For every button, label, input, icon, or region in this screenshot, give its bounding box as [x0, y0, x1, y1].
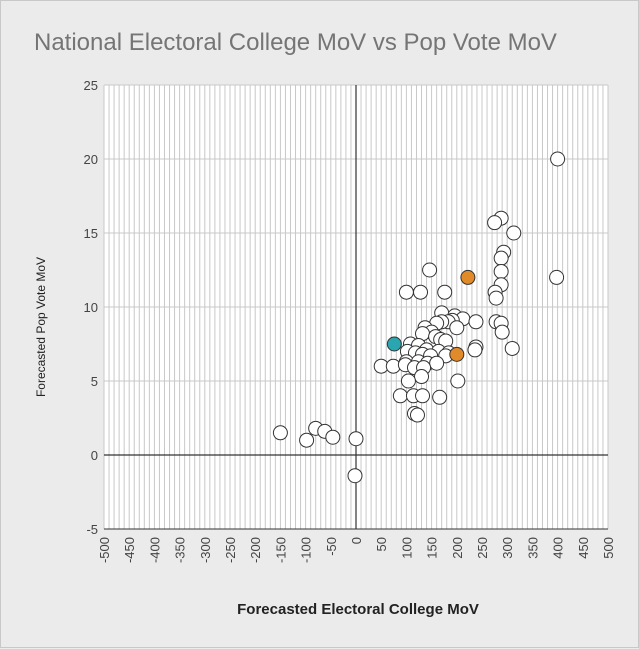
- data-point-highlight-teal: [386, 336, 402, 352]
- x-tick-label: 150: [425, 537, 440, 559]
- data-point-simulations: [413, 284, 429, 300]
- data-point-simulations: [437, 284, 453, 300]
- x-tick-label: -250: [223, 537, 238, 563]
- y-tick-label: 10: [84, 300, 98, 315]
- y-tick-label: -5: [86, 522, 98, 537]
- y-tick-label: 0: [91, 448, 98, 463]
- data-point-simulations: [414, 369, 430, 385]
- data-point-simulations: [487, 215, 503, 231]
- x-tick-label: 100: [399, 537, 414, 559]
- x-tick-label: 300: [500, 537, 515, 559]
- data-point-simulations: [347, 468, 363, 484]
- data-point-simulations: [409, 407, 425, 423]
- data-points: [272, 151, 566, 484]
- data-point-simulations: [429, 355, 445, 371]
- data-point-simulations: [449, 320, 465, 336]
- x-tick-label: -100: [299, 537, 314, 563]
- x-tick-label: 0: [349, 537, 364, 544]
- x-tick-label: -450: [122, 537, 137, 563]
- y-axis-label: Forecasted Pop Vote MoV: [34, 257, 48, 397]
- data-point-simulations: [506, 225, 522, 241]
- y-tick-label: 20: [84, 152, 98, 167]
- x-tick-label: -300: [198, 537, 213, 563]
- data-point-simulations: [400, 373, 416, 389]
- y-tick-label: 5: [91, 374, 98, 389]
- data-point-simulations: [494, 324, 510, 340]
- data-point-simulations: [493, 263, 509, 279]
- x-tick-label: -150: [273, 537, 288, 563]
- data-point-simulations: [415, 388, 431, 404]
- y-tick-label: 25: [84, 78, 98, 93]
- x-tick-label: -500: [97, 537, 112, 563]
- data-point-simulations: [549, 269, 565, 285]
- data-point-simulations: [504, 340, 520, 356]
- x-tick-label: 50: [374, 537, 389, 551]
- data-point-simulations: [392, 388, 408, 404]
- data-point-simulations: [299, 432, 315, 448]
- y-tick-label: 15: [84, 226, 98, 241]
- data-point-simulations: [432, 389, 448, 405]
- x-tick-label: -50: [324, 537, 339, 556]
- data-point-simulations: [467, 342, 483, 358]
- data-point-simulations: [450, 373, 466, 389]
- axes: [104, 85, 608, 530]
- x-tick-label: 250: [475, 537, 490, 559]
- data-point-simulations: [493, 250, 509, 266]
- x-tick-label: 200: [450, 537, 465, 559]
- x-tick-label: 450: [576, 537, 591, 559]
- x-tick-label: 400: [551, 537, 566, 559]
- data-point-highlight-orange: [460, 269, 476, 285]
- x-tick-label: -350: [173, 537, 188, 563]
- data-point-simulations: [325, 429, 341, 445]
- x-tick-label: 350: [525, 537, 540, 559]
- chart-title: National Electoral College MoV vs Pop Vo…: [34, 29, 557, 56]
- x-tick-label: -400: [147, 537, 162, 563]
- data-point-simulations: [398, 284, 414, 300]
- data-point-simulations: [272, 425, 288, 441]
- data-point-simulations: [468, 314, 484, 330]
- x-axis-label: Forecasted Electoral College MoV: [237, 601, 479, 618]
- data-point-highlight-orange: [449, 346, 465, 362]
- data-point-simulations: [422, 262, 438, 278]
- x-tick-label: 500: [601, 537, 616, 559]
- data-point-simulations: [348, 431, 364, 447]
- x-tick-label: -200: [248, 537, 263, 563]
- data-point-simulations: [488, 290, 504, 306]
- data-point-simulations: [550, 151, 566, 167]
